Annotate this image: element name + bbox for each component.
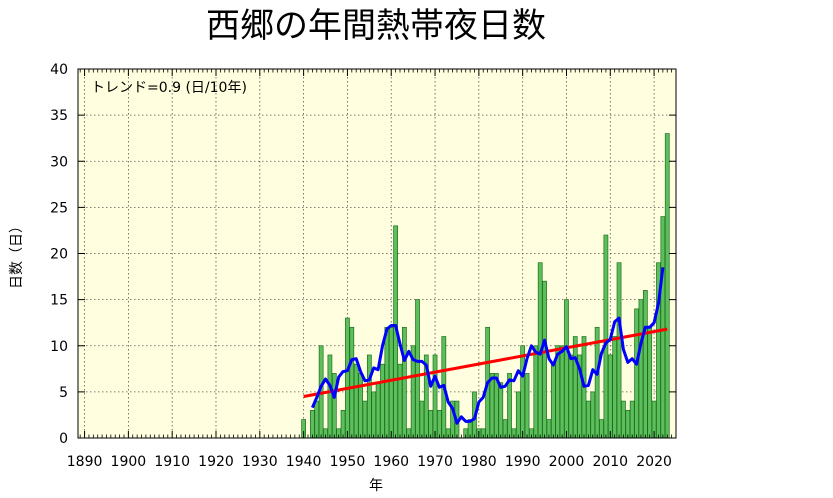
bar	[621, 400, 626, 439]
x-tick-label: 1940	[286, 454, 322, 470]
x-tick-label: 1920	[198, 454, 234, 470]
x-axis-label: 年	[369, 478, 383, 494]
y-tick-label: 20	[50, 247, 68, 263]
bar	[660, 216, 666, 439]
bar	[397, 363, 403, 439]
bar	[638, 299, 644, 439]
bar	[559, 345, 565, 439]
bar	[629, 400, 635, 439]
bar	[603, 234, 609, 439]
x-tick-label: 1890	[67, 454, 103, 470]
y-tick-label: 30	[50, 154, 68, 170]
axis-ticks: 1890 1900 1910 1920 1930 1940 1950 1960 1970 1980…	[50, 62, 677, 470]
bar	[432, 354, 438, 439]
bar	[634, 308, 639, 439]
bar	[375, 382, 381, 439]
y-tick-label: 0	[59, 431, 68, 447]
bar	[380, 363, 385, 439]
x-tick-label: 1980	[461, 454, 497, 470]
bar	[340, 409, 346, 439]
bar	[590, 391, 596, 439]
grid	[78, 69, 676, 438]
x-tick-label: 2010	[592, 454, 628, 470]
bar	[371, 391, 377, 439]
bar	[498, 382, 504, 439]
bar	[568, 354, 574, 439]
bar	[428, 409, 434, 439]
bar	[542, 280, 547, 439]
bar	[515, 391, 521, 439]
bar	[415, 299, 420, 439]
bar	[362, 400, 368, 439]
bar	[314, 400, 320, 439]
bar	[345, 317, 350, 439]
bar	[647, 326, 653, 439]
bar	[625, 409, 631, 439]
chart-title: 西郷の年間熱帯夜日数	[206, 6, 546, 46]
y-tick-label: 15	[50, 293, 68, 309]
bar	[524, 373, 530, 439]
y-tick-label: 10	[50, 339, 68, 355]
x-tick-label: 1900	[111, 454, 147, 470]
trend-annotation: トレンド=0.9 (日/10年)	[91, 80, 247, 96]
y-tick-label: 5	[59, 385, 68, 401]
bar	[586, 400, 591, 439]
line-layer	[303, 267, 668, 425]
bar	[419, 400, 425, 439]
x-tick-label: 1970	[417, 454, 453, 470]
x-tick-label: 1990	[505, 454, 541, 470]
x-tick-label: 1930	[242, 454, 278, 470]
y-tick-label: 35	[50, 108, 68, 124]
y-axis-label: 日数（日）	[9, 219, 25, 289]
x-tick-label: 2020	[636, 454, 672, 470]
bar	[349, 326, 355, 439]
bar	[533, 345, 539, 439]
bar	[642, 290, 648, 439]
bar	[664, 133, 670, 439]
bar	[327, 354, 333, 439]
bar	[612, 336, 618, 439]
bar	[402, 326, 407, 439]
y-tick-label: 40	[50, 62, 68, 78]
bar	[366, 354, 372, 439]
bar	[572, 336, 578, 439]
bar	[564, 299, 569, 439]
trend-line	[303, 327, 668, 398]
y-tick-label: 25	[50, 200, 68, 216]
bar	[550, 363, 556, 439]
bar	[520, 345, 526, 439]
bar	[388, 326, 394, 439]
bar	[616, 262, 622, 439]
bar	[331, 373, 337, 439]
x-tick-label: 2000	[549, 454, 585, 470]
x-tick-label: 1910	[154, 454, 190, 470]
bar	[607, 354, 613, 439]
bar	[310, 409, 315, 439]
moving-average-line	[311, 267, 665, 425]
x-tick-label: 1950	[330, 454, 366, 470]
bar	[353, 363, 359, 439]
bar	[489, 373, 495, 439]
x-tick-label: 1960	[373, 454, 409, 470]
bar	[437, 409, 442, 439]
bar	[358, 373, 363, 439]
